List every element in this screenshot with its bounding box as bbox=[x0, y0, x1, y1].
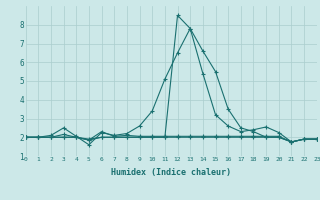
X-axis label: Humidex (Indice chaleur): Humidex (Indice chaleur) bbox=[111, 168, 231, 177]
